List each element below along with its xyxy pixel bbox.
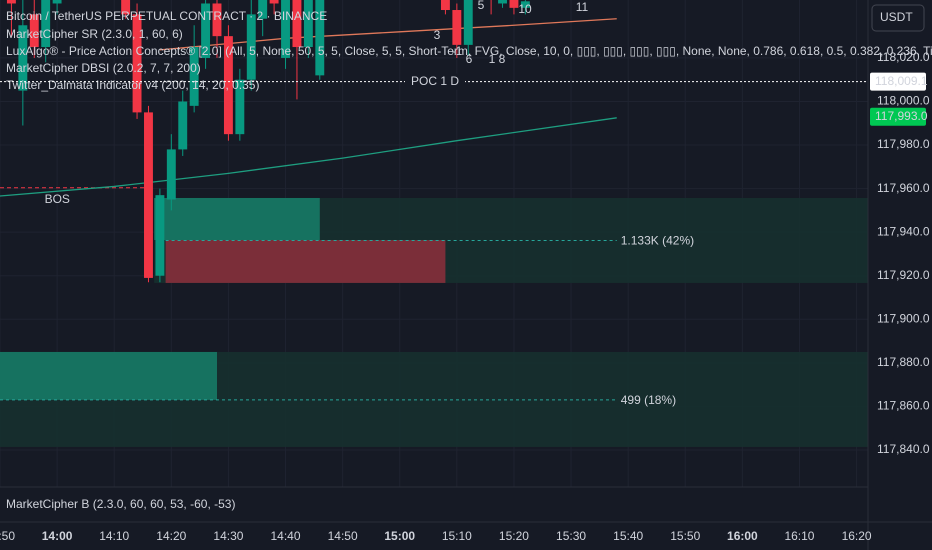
- moving-average: [0, 117, 617, 197]
- indicator-label: Twitter_Dalmata Indicator v4 (200, 14, 2…: [6, 78, 259, 92]
- indicator-label: LuxAlgo® - Price Action Concepts® [2.0] …: [6, 44, 932, 58]
- candle-body: [18, 25, 28, 91]
- x-tick-label: 16:10: [784, 529, 814, 543]
- y-tick-label: 117,980.0: [877, 137, 930, 151]
- x-tick-label: 16:20: [842, 529, 872, 543]
- candle-body: [201, 3, 211, 58]
- candle-body: [315, 0, 325, 76]
- y-tick-label: 118,020.0: [877, 50, 930, 64]
- candle-body: [509, 0, 519, 8]
- x-tick-label: 14:30: [213, 529, 243, 543]
- x-tick-label: 14:50: [328, 529, 358, 543]
- volume-label: 1.133K (42%): [621, 234, 694, 248]
- lower-panel-title: MarketCipher B (2.3.0, 60, 60, 53, -60, …: [6, 497, 235, 511]
- y-tick-label: 117,900.0: [877, 311, 930, 325]
- candle-body: [52, 0, 62, 4]
- x-tick-label: 14:10: [99, 529, 129, 543]
- chart-title: Bitcoin / TetherUS PERPETUAL CONTRACT · …: [6, 9, 327, 23]
- x-tick-label: 16:00: [727, 529, 758, 543]
- annotation: 6: [466, 52, 473, 66]
- annotation: -1: [452, 44, 463, 58]
- y-tick-label: 117,840.0: [877, 442, 930, 456]
- candle-body: [292, 0, 302, 48]
- indicator-label: MarketCipher DBSI (2.0.2, 7, 7, 200): [6, 61, 201, 75]
- candle-body: [440, 0, 450, 11]
- currency-button[interactable]: [871, 4, 925, 32]
- annotation: 5: [478, 0, 485, 12]
- candle-body: [223, 36, 233, 135]
- candle-body: [121, 0, 131, 15]
- x-tick-label: 15:00: [384, 529, 415, 543]
- y-tick-label: 117,880.0: [877, 355, 930, 369]
- candle-body: [155, 195, 165, 276]
- candle-body: [166, 149, 176, 200]
- order-block: [154, 197, 320, 241]
- y-tick-label: 117,940.0: [877, 224, 930, 238]
- candle-body: [41, 0, 51, 48]
- currency[interactable]: USDT: [880, 10, 913, 24]
- candle-body: [6, 0, 16, 4]
- candle-body: [303, 0, 313, 48]
- annotation: 8: [499, 52, 506, 66]
- last-price: 117,993.0: [875, 109, 928, 123]
- indicator-label: MarketCipher SR (2.3.0, 1, 60, 6): [6, 27, 183, 41]
- x-tick-label: 15:50: [670, 529, 700, 543]
- x-tick-label: 15:30: [556, 529, 586, 543]
- candle-body: [29, 14, 39, 48]
- poc-price: 118,009.1: [875, 74, 928, 88]
- candle-body: [498, 0, 507, 4]
- y-tick-label: 117,920.0: [877, 268, 930, 282]
- poc-label-bg: [405, 73, 465, 90]
- candle-body: [189, 47, 199, 106]
- candle-body: [178, 101, 188, 150]
- candle-body: [452, 10, 462, 45]
- y-tick-label: 117,860.0: [877, 399, 930, 413]
- candle-body: [281, 0, 290, 58]
- order-block: [0, 351, 217, 400]
- last-price-box: [870, 107, 926, 126]
- poc-label: POC 1 D: [411, 74, 459, 88]
- x-tick-label: 13:50: [0, 529, 15, 543]
- candle-body: [144, 112, 153, 278]
- candle-body: [132, 14, 142, 113]
- poc-price-box: [870, 72, 926, 91]
- candle-body: [269, 0, 279, 4]
- x-tick-label: 14:20: [156, 529, 186, 543]
- x-tick-label: 14:40: [271, 529, 301, 543]
- x-tick-label: 15:10: [442, 529, 472, 543]
- bos-label: BOS: [45, 192, 70, 206]
- annotation: 10: [518, 2, 532, 16]
- x-tick-label: 14:00: [42, 529, 73, 543]
- candle-body: [520, 1, 530, 8]
- axes: 117,840.0 117,860.0 117,880.0 117,900.0 117,…: [0, 50, 930, 543]
- annotation: 11: [576, 0, 589, 14]
- candle-body: [463, 0, 473, 45]
- candle-body: [246, 14, 256, 80]
- x-tick-label: 15:20: [499, 529, 529, 543]
- candle-body: [212, 3, 222, 37]
- annotation: 1: [489, 52, 496, 66]
- order-block: [165, 240, 446, 283]
- volume-label: 499 (18%): [621, 393, 676, 407]
- x-tick-label: 15:40: [613, 529, 643, 543]
- candle-body: [235, 79, 245, 135]
- annotation: 3: [434, 28, 441, 42]
- candle-body: [258, 0, 268, 19]
- y-tick-label: 118,000.0: [877, 94, 930, 108]
- plot-area: 1.133K (42%) 499 (18%) BOS 3 -16 1 8 5 10 11: [0, 0, 868, 447]
- moving-average: [159, 18, 617, 51]
- y-tick-label: 117,960.0: [877, 181, 930, 195]
